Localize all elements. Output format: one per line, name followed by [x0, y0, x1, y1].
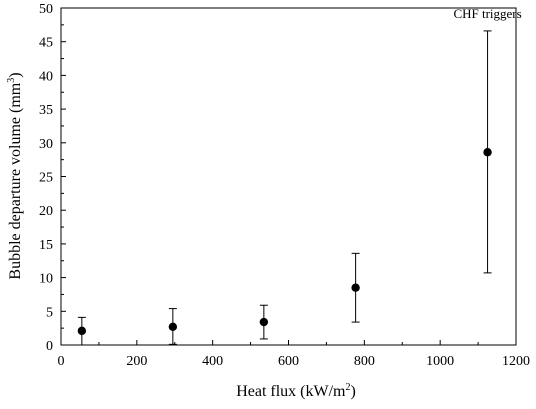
x-axis-label-main: Heat flux (kW/m	[236, 383, 346, 400]
x-tick-label: 600	[278, 354, 299, 369]
y-tick-label: 45	[39, 36, 53, 51]
x-tick-label: 1000	[426, 354, 454, 369]
data-point	[168, 322, 178, 332]
x-tick-label: 200	[126, 354, 147, 369]
y-tick-label: 30	[39, 137, 53, 152]
x-axis-label-end: )	[350, 383, 355, 400]
data-point	[259, 317, 269, 327]
y-axis-label-end: )	[7, 72, 24, 77]
x-tick-label: 800	[354, 354, 375, 369]
annotation-chf-triggers: CHF triggers	[453, 6, 521, 21]
y-tick-label: 40	[39, 69, 53, 84]
y-tick-label: 50	[39, 2, 53, 17]
data-point	[483, 148, 492, 157]
y-axis-label-superscript: 3	[6, 78, 17, 83]
axes: 0 200 400 600 800 1000 1200 0 5 10 15 20 25 30 35 40 45 5…	[39, 2, 530, 369]
plot-frame	[60, 7, 517, 346]
x-tick-label: 400	[202, 354, 223, 369]
data-point	[351, 283, 360, 292]
x-axis-label-superscript: 2	[345, 382, 350, 393]
y-tick-label: 20	[39, 204, 53, 219]
error-bars	[77, 30, 492, 346]
y-axis-label-main: Bubble departure volume (mm	[7, 82, 24, 279]
y-axis-label: Bubble departure volume (mm3)	[6, 72, 24, 279]
y-tick-label: 35	[39, 103, 53, 118]
x-axis-label: Heat flux (kW/m2)	[236, 382, 356, 400]
labels: Heat flux (kW/m2) Bubble departure volum…	[6, 6, 522, 400]
y-tick-label: 5	[46, 305, 53, 320]
x-tick-label: 1200	[502, 354, 530, 369]
data-points	[77, 148, 492, 336]
x-tick-label: 0	[58, 354, 65, 369]
y-tick-label: 25	[39, 171, 53, 186]
data-point	[77, 326, 87, 336]
y-tick-label: 10	[39, 272, 53, 287]
y-tick-label: 0	[46, 339, 53, 354]
y-tick-label: 15	[39, 238, 53, 253]
